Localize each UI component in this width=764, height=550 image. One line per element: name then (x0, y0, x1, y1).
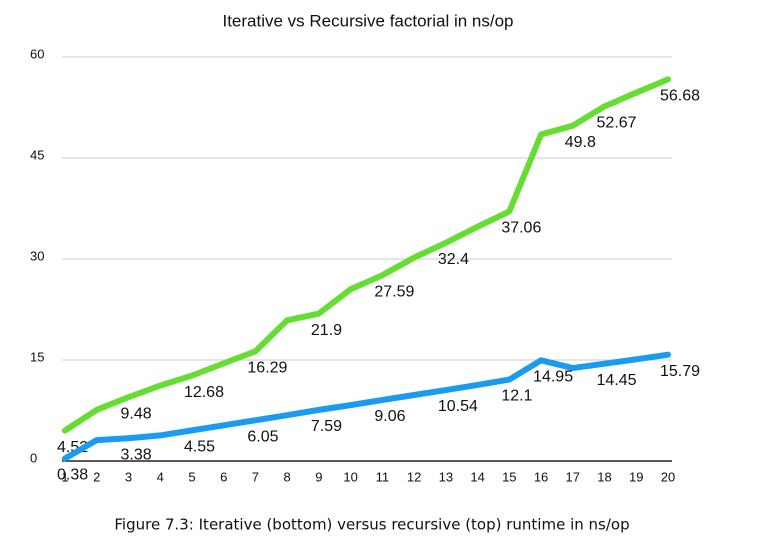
data-label: 14.45 (597, 372, 637, 389)
data-label: 32.4 (438, 251, 469, 268)
x-tick-label: 16 (534, 469, 548, 484)
data-label: 37.06 (501, 220, 541, 237)
x-tick-label: 8 (284, 469, 291, 484)
data-label: 9.06 (374, 408, 405, 425)
y-tick-label: 60 (30, 46, 44, 61)
x-tick-label: 13 (439, 469, 453, 484)
data-label: 49.8 (565, 134, 596, 151)
data-label: 6.05 (247, 428, 278, 445)
chart-title: Iterative vs Recursive factorial in ns/o… (222, 11, 513, 30)
caption: Figure 7.3: Iterative (bottom) versus re… (114, 516, 629, 534)
x-tick-label: 9 (315, 469, 322, 484)
series-line (62, 76, 671, 434)
data-label: 27.59 (374, 283, 414, 300)
data-label: 12.1 (501, 388, 532, 405)
y-tick-label: 30 (30, 248, 44, 263)
data-label: 14.95 (533, 369, 573, 386)
data-label: 15.79 (660, 363, 700, 380)
data-label: 21.9 (311, 322, 342, 339)
y-tick-label: 15 (30, 349, 44, 364)
x-tick-label: 14 (470, 469, 484, 484)
y-tick-label: 0 (30, 450, 37, 465)
x-tick-label: 11 (376, 469, 390, 484)
series-line (62, 351, 671, 462)
data-label: 12.68 (184, 384, 224, 401)
data-label: 9.48 (120, 405, 151, 422)
data-label: 3.38 (120, 446, 151, 463)
data-label: 56.68 (660, 88, 700, 105)
data-label: 10.54 (438, 398, 478, 415)
x-tick-label: 18 (597, 469, 611, 484)
x-tick-label: 1 (61, 469, 68, 484)
x-tick-label: 10 (343, 469, 357, 484)
x-tick-label: 3 (125, 469, 132, 484)
data-label: 7.59 (311, 418, 342, 435)
x-tick-label: 17 (566, 469, 580, 484)
x-tick-label: 20 (661, 469, 675, 484)
x-tick-label: 6 (220, 469, 227, 484)
data-label: 0.38 (57, 467, 88, 484)
x-tick-label: 12 (407, 469, 421, 484)
y-tick-label: 45 (30, 147, 44, 162)
data-label: 16.29 (247, 360, 287, 377)
data-label: 52.67 (597, 115, 637, 132)
x-tick-label: 7 (252, 469, 259, 484)
x-tick-label: 4 (157, 469, 164, 484)
x-tick-label: 19 (629, 469, 643, 484)
x-tick-label: 15 (502, 469, 516, 484)
x-tick-label: 2 (93, 469, 100, 484)
x-tick-label: 5 (188, 469, 195, 484)
data-label: 4.55 (184, 439, 215, 456)
